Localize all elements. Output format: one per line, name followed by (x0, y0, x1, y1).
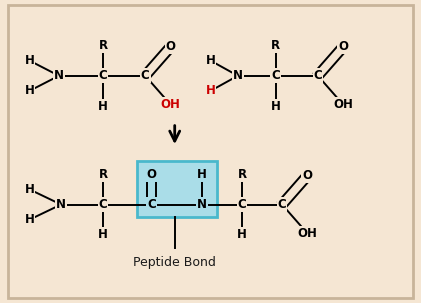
Text: O: O (165, 41, 176, 53)
Text: C: C (99, 69, 107, 82)
Text: C: C (278, 198, 286, 211)
Text: OH: OH (160, 98, 181, 111)
Text: C: C (141, 69, 149, 82)
Text: O: O (147, 168, 157, 181)
Text: N: N (197, 198, 207, 211)
Text: N: N (233, 69, 243, 82)
Text: O: O (302, 169, 312, 182)
Text: OH: OH (297, 227, 317, 240)
Text: C: C (238, 198, 246, 211)
Text: O: O (338, 41, 348, 53)
Text: H: H (98, 228, 108, 241)
Text: H: H (271, 100, 281, 112)
Text: C: C (314, 69, 322, 82)
Text: R: R (237, 168, 247, 181)
Text: C: C (99, 198, 107, 211)
Text: N: N (54, 69, 64, 82)
Text: H: H (205, 85, 216, 97)
Text: H: H (237, 228, 247, 241)
Text: H: H (24, 54, 35, 67)
Bar (137, 161, 217, 217)
Text: H: H (205, 54, 216, 67)
Text: H: H (197, 168, 207, 181)
Text: C: C (272, 69, 280, 82)
Text: N: N (56, 198, 66, 211)
Text: H: H (98, 100, 108, 112)
Text: H: H (24, 183, 35, 196)
Text: C: C (147, 198, 156, 211)
Text: R: R (271, 39, 280, 52)
Text: H: H (24, 85, 35, 97)
Text: Peptide Bond: Peptide Bond (133, 256, 216, 269)
Text: H: H (24, 213, 35, 226)
Text: R: R (99, 39, 108, 52)
Text: R: R (99, 168, 108, 181)
Text: OH: OH (333, 98, 353, 111)
